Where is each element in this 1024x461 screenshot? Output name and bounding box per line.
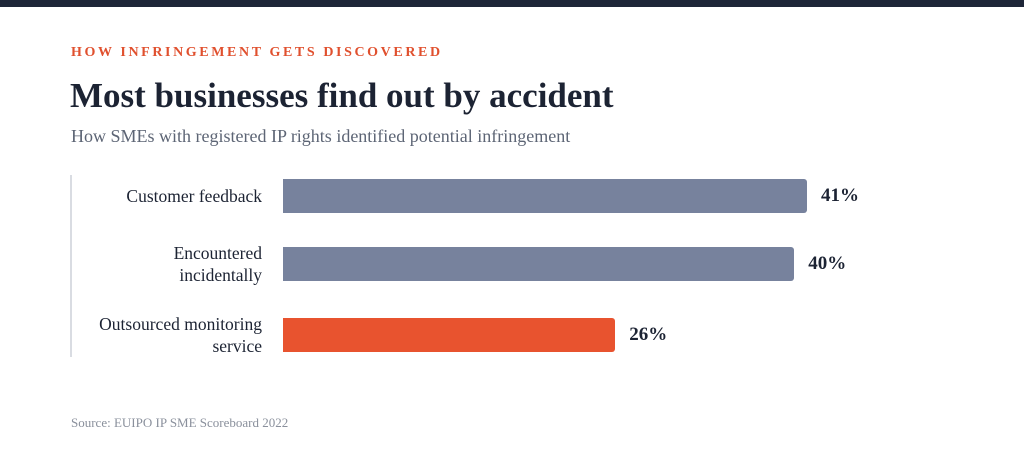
category-label: Outsourced monitoring service bbox=[99, 314, 262, 356]
category-label: Customer feedback bbox=[126, 186, 262, 206]
value-label: 41% bbox=[821, 185, 859, 206]
value-label: 26% bbox=[629, 324, 668, 345]
bar bbox=[283, 247, 795, 281]
chart-title: Most businesses find out by accident bbox=[70, 76, 614, 115]
eyebrow: HOW INFRINGEMENT GETS DISCOVERED bbox=[71, 45, 443, 60]
axis-line bbox=[70, 175, 72, 357]
category-label: Encountered incidentally bbox=[173, 243, 262, 285]
bar bbox=[283, 318, 616, 352]
bar bbox=[283, 179, 807, 213]
source: Source: EUIPO IP SME Scoreboard 2022 bbox=[71, 415, 289, 430]
value-label: 40% bbox=[808, 253, 847, 274]
chart-subtitle: How SMEs with registered IP rights ident… bbox=[71, 126, 571, 146]
top-bar bbox=[0, 0, 1024, 7]
